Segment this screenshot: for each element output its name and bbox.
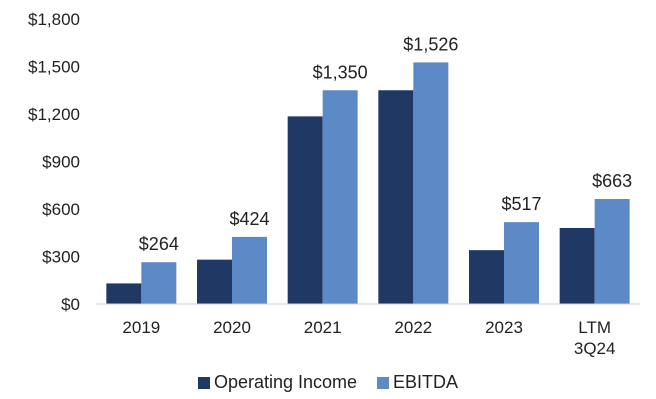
x-tick-label: 2023 (485, 318, 523, 337)
x-tick-label: LTM (578, 318, 611, 337)
y-tick-label: $0 (61, 295, 80, 314)
y-tick-label: $300 (42, 248, 80, 267)
legend-label-ebitda: EBITDA (393, 372, 459, 392)
legend-item-operating-income: Operating Income (197, 372, 358, 393)
legend-item-ebitda: EBITDA (377, 372, 458, 393)
legend-label-operating-income: Operating Income (213, 372, 358, 392)
data-label: $663 (592, 171, 632, 191)
x-tick-label: 2020 (213, 318, 251, 337)
bar-operating-income (197, 259, 232, 304)
legend: Operating Income EBITDA (0, 372, 656, 393)
legend-swatch-operating-income (197, 376, 210, 389)
bar-operating-income (378, 90, 414, 304)
data-label: $1,526 (403, 34, 458, 54)
bar-ebitda (232, 236, 267, 304)
bar-ebitda (594, 199, 630, 304)
bar-operating-income (287, 116, 323, 304)
data-label: $1,350 (313, 62, 368, 82)
y-tick-label: $600 (42, 200, 80, 219)
bars (106, 62, 630, 305)
data-label: $517 (501, 194, 541, 214)
y-axis: $0 $300 $600 $900 $1,200 $1,500 $1,800 (28, 10, 80, 314)
x-tick-label: 3Q24 (574, 339, 616, 358)
bar-operating-income (106, 283, 142, 304)
y-tick-label: $900 (42, 153, 80, 172)
y-tick-label: $1,500 (28, 58, 80, 77)
x-tick-label: 2021 (304, 318, 342, 337)
data-label: $264 (139, 234, 179, 254)
x-axis: 2019 2020 2021 2022 2023 LTM 3Q24 (96, 303, 640, 358)
legend-swatch-ebitda (377, 376, 390, 389)
y-tick-label: $1,200 (28, 105, 80, 124)
x-tick-label: 2022 (394, 318, 432, 337)
data-label: $424 (229, 209, 269, 229)
x-tick-label: 2019 (122, 318, 160, 337)
bar-ebitda (504, 222, 539, 304)
bar-ebitda (141, 262, 177, 304)
bar-ebitda (413, 62, 449, 305)
bar-chart: $0 $300 $600 $900 $1,200 $1,500 $1,800 $264 $42… (28, 10, 640, 358)
bar-operating-income (469, 250, 504, 304)
bar-operating-income (559, 228, 595, 304)
y-tick-label: $1,800 (28, 10, 80, 29)
bar-ebitda (322, 90, 358, 304)
data-labels: $264 $424 $1,350 $1,526 $517 $663 (139, 34, 632, 254)
